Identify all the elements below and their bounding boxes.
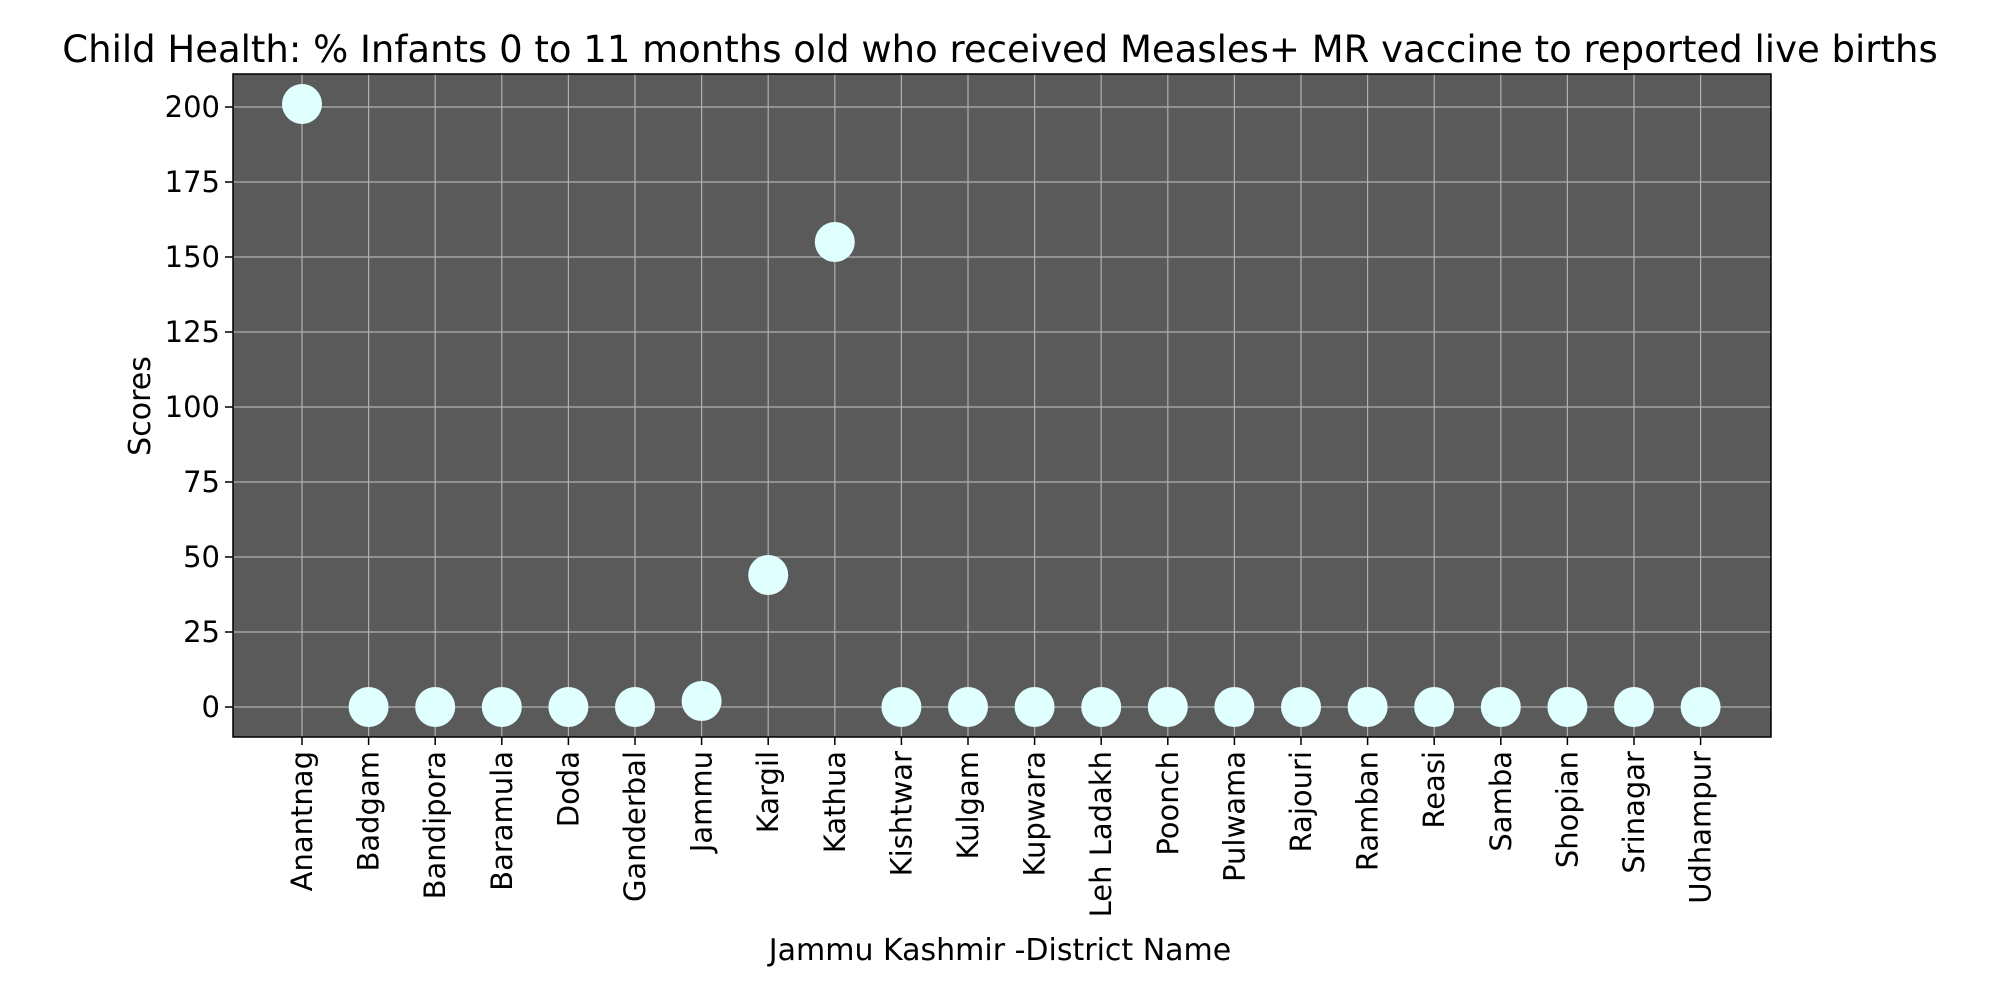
y-tick-label: 100 <box>165 390 220 424</box>
data-point <box>881 687 922 727</box>
x-tick-label: Srinagar <box>1617 751 1651 874</box>
x-tick-label: Leh Ladakh <box>1084 751 1118 917</box>
data-point <box>1680 687 1721 727</box>
data-point <box>481 687 522 727</box>
x-tick-label: Anantnag <box>285 751 319 891</box>
x-tick-label: Baramula <box>485 751 519 891</box>
y-tick-label: 0 <box>202 690 220 724</box>
data-point <box>1014 687 1055 727</box>
x-tick-label: Reasi <box>1417 751 1451 829</box>
data-point <box>1281 687 1321 727</box>
data-point <box>1147 687 1188 727</box>
y-tick-label: 75 <box>183 465 220 499</box>
y-tick-label: 200 <box>165 90 220 124</box>
data-point <box>348 687 389 727</box>
x-tick-label: Bandipora <box>418 751 452 899</box>
x-tick-label: Samba <box>1484 751 1518 852</box>
data-point <box>1414 687 1455 727</box>
y-tick-label: 25 <box>183 615 220 649</box>
data-point <box>282 84 322 124</box>
data-point <box>1547 687 1588 727</box>
data-points <box>282 84 1721 727</box>
plot-frame <box>232 73 1772 738</box>
x-tick-label: Kathua <box>818 751 852 853</box>
x-tick-label: Shopian <box>1550 751 1584 868</box>
x-tick-label: Udhampur <box>1684 751 1718 904</box>
x-tick-label: Ramban <box>1351 751 1385 871</box>
x-tick-label: Jammu <box>685 751 719 854</box>
grid <box>233 74 1771 737</box>
x-tick-label: Kulgam <box>951 751 985 859</box>
x-axis-label: Jammu Kashmir -District Name <box>767 933 1231 968</box>
data-point <box>615 687 655 727</box>
y-axis: 0 25 50 75 100 125 150 175 200 <box>165 90 233 724</box>
data-point <box>1214 687 1255 727</box>
data-point <box>1614 687 1654 727</box>
data-point <box>1480 687 1521 727</box>
data-point <box>1081 687 1122 727</box>
x-axis: Anantnag Badgam Bandipora Baramula Doda Gande… <box>285 737 1718 917</box>
x-tick-label: Kargil <box>751 751 785 833</box>
x-tick-label: Kupwara <box>1018 751 1052 877</box>
y-tick-label: 175 <box>165 165 220 199</box>
x-tick-label: Poonch <box>1151 751 1185 856</box>
data-point <box>814 222 855 262</box>
y-tick-label: 150 <box>165 240 220 274</box>
x-tick-label: Badgam <box>352 751 386 872</box>
x-tick-label: Pulwama <box>1217 751 1251 882</box>
data-point <box>1347 687 1388 727</box>
plot-area <box>233 74 1771 737</box>
x-tick-label: Rajouri <box>1284 751 1318 852</box>
x-tick-label: Doda <box>551 751 585 827</box>
y-tick-label: 50 <box>183 540 220 574</box>
y-tick-label: 125 <box>165 315 220 349</box>
data-point <box>748 555 789 595</box>
data-point <box>681 681 722 721</box>
x-tick-label: Kishtwar <box>884 751 918 876</box>
data-point <box>415 687 456 727</box>
chart-title: Child Health: % Infants 0 to 11 months o… <box>62 28 1937 71</box>
data-point <box>948 687 988 727</box>
y-axis-label: Scores <box>123 356 158 456</box>
x-tick-label: Ganderbal <box>618 751 652 902</box>
data-point <box>548 687 589 727</box>
